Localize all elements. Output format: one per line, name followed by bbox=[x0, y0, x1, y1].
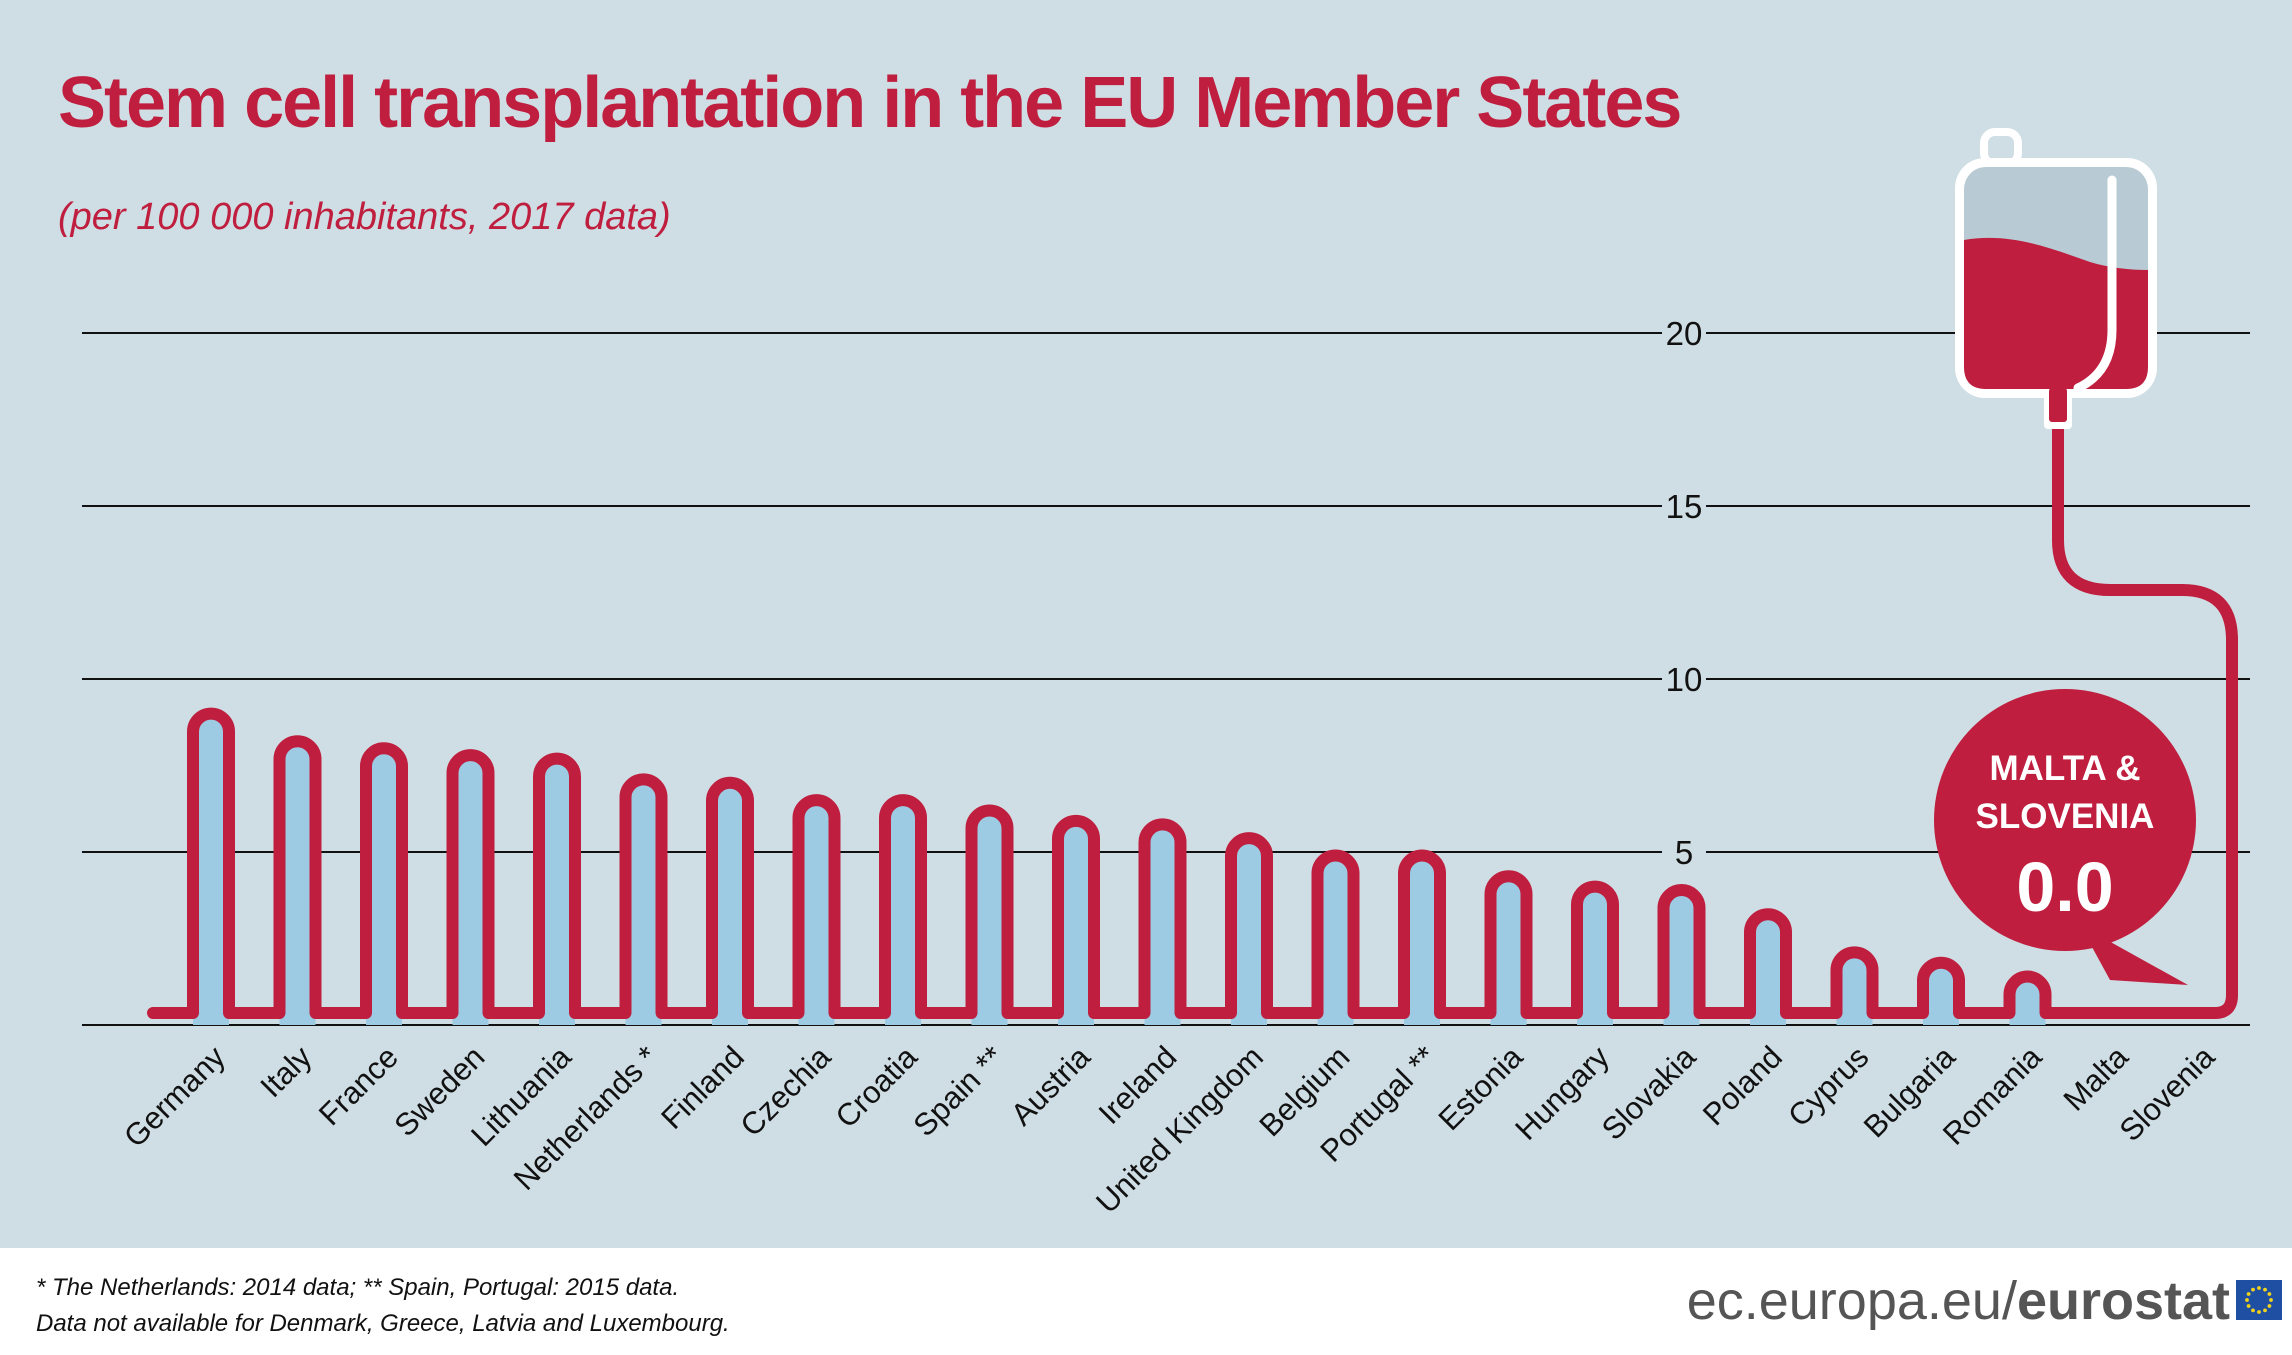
bar bbox=[1577, 886, 1613, 1025]
bar bbox=[885, 800, 921, 1025]
bar bbox=[625, 779, 662, 1025]
bar bbox=[712, 782, 748, 1025]
tube-line bbox=[147, 424, 2238, 1019]
footnote-data-years: * The Netherlands: 2014 data; ** Spain, … bbox=[36, 1274, 680, 1301]
x-tick-label: Czechia bbox=[734, 1039, 838, 1143]
bar bbox=[1750, 914, 1786, 1025]
x-tick-label: Italy bbox=[253, 1039, 318, 1104]
malta-slovenia-callout: MALTA & SLOVENIA 0.0 bbox=[1934, 689, 2196, 985]
bar bbox=[1663, 890, 1700, 1025]
footer: * The Netherlands: 2014 data; ** Spain, … bbox=[0, 1248, 2292, 1355]
bar bbox=[366, 748, 402, 1025]
x-tick-label: Malta bbox=[2057, 1039, 2136, 1118]
bar bbox=[1923, 962, 1959, 1025]
callout-line1: MALTA & bbox=[1990, 749, 2141, 788]
chart-subtitle: (per 100 000 inhabitants, 2017 data) bbox=[58, 196, 671, 238]
bars bbox=[193, 713, 2046, 1025]
x-tick-label: Hungary bbox=[1508, 1039, 1616, 1147]
bar bbox=[452, 755, 489, 1025]
y-tick-label: 10 bbox=[1666, 661, 1703, 698]
bar bbox=[1404, 855, 1440, 1025]
bar bbox=[1231, 838, 1267, 1025]
chart: MALTA & SLOVENIA 0.0 5 10 15 20 Germany Ital… bbox=[82, 128, 2250, 1220]
bar bbox=[193, 713, 229, 1025]
callout-line2: SLOVENIA bbox=[1976, 797, 2155, 836]
bar bbox=[2009, 976, 2046, 1025]
x-tick-label: Austria bbox=[1004, 1039, 1098, 1133]
eu-flag-icon bbox=[2236, 1280, 2282, 1320]
y-axis-tick-labels: 5 10 15 20 bbox=[1662, 311, 1706, 874]
brand-name: eurostat bbox=[2016, 1271, 2230, 1331]
x-tick-label: Slovakia bbox=[1595, 1039, 1703, 1147]
y-tick-label: 15 bbox=[1666, 488, 1703, 525]
x-tick-label: Spain ** bbox=[906, 1039, 1010, 1143]
bar bbox=[1490, 876, 1527, 1025]
x-tick-label: Germany bbox=[117, 1039, 232, 1154]
bar bbox=[1144, 824, 1181, 1025]
x-axis-tick-labels: Germany ItalyFranceSwedenLithuaniaNetherl… bbox=[117, 1039, 2222, 1220]
chart-title: Stem cell transplantation in the EU Memb… bbox=[58, 63, 1682, 143]
bar bbox=[279, 741, 316, 1025]
bar bbox=[798, 800, 835, 1025]
bar bbox=[971, 810, 1008, 1025]
bar bbox=[539, 758, 575, 1025]
bar bbox=[1317, 855, 1354, 1025]
eurostat-link[interactable]: ec.europa.eu/eurostat bbox=[1687, 1270, 2230, 1332]
y-tick-label: 20 bbox=[1666, 315, 1703, 352]
footnote-missing-data: Data not available for Denmark, Greece, … bbox=[36, 1310, 730, 1337]
bar bbox=[1836, 952, 1873, 1025]
callout-value: 0.0 bbox=[2016, 848, 2113, 926]
y-tick-label: 5 bbox=[1675, 834, 1693, 871]
bar bbox=[1058, 820, 1094, 1025]
x-tick-label: Slovenia bbox=[2113, 1039, 2222, 1148]
blood-bag-icon bbox=[1955, 128, 2157, 429]
x-tick-label: Poland bbox=[1696, 1039, 1789, 1132]
brand-prefix: ec.europa.eu/ bbox=[1686, 1271, 2017, 1331]
